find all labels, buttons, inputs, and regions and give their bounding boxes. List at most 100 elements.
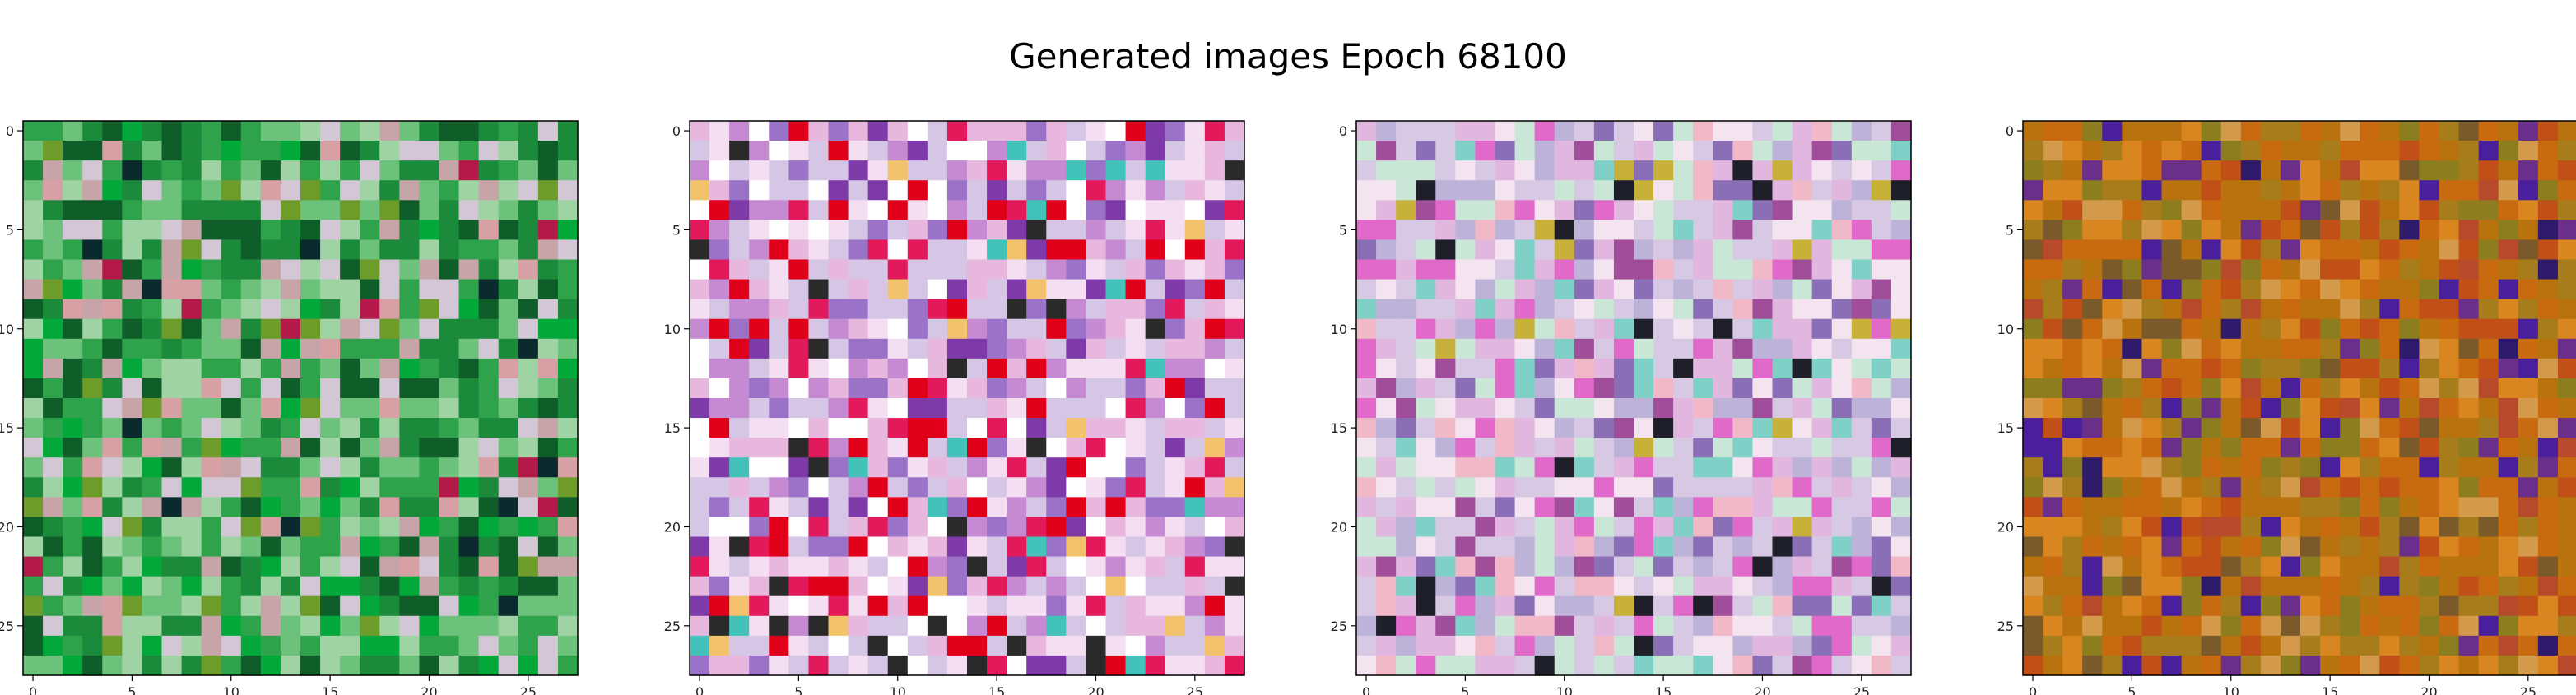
pixel-cell (2122, 596, 2142, 617)
pixel-cell (2459, 537, 2480, 558)
pixel-cell (2300, 319, 2321, 340)
pixel-cell (2023, 418, 2044, 438)
pixel-cell (2538, 398, 2559, 419)
pixel-cell (2102, 280, 2123, 300)
pixel-cell (2419, 557, 2439, 577)
pixel-cell (2320, 220, 2341, 240)
pixel-cell (2479, 616, 2499, 637)
pixel-cell (2538, 497, 2559, 517)
pixel-cell (2241, 438, 2262, 458)
pixel-cell (2162, 596, 2183, 617)
pixel-cell (2518, 378, 2539, 399)
pixel-cell (2082, 398, 2103, 419)
pixel-cell (2300, 616, 2321, 637)
pixel-cell (2399, 457, 2420, 478)
pixel-cell (2202, 160, 2222, 181)
pixel-cell (2399, 378, 2420, 399)
pixel-cell (2300, 121, 2321, 141)
pixel-cell (2499, 220, 2519, 240)
pixel-cell (2459, 596, 2480, 617)
pixel-cell (2281, 280, 2301, 300)
pixel-cell (2439, 280, 2460, 300)
pixel-cell (2379, 200, 2400, 220)
pixel-cell (2459, 418, 2480, 438)
pixel-cell (2439, 477, 2460, 498)
pixel-cell (2379, 438, 2400, 458)
pixel-cell (2202, 457, 2222, 478)
pixel-cell (2340, 616, 2360, 637)
pixel-cell (2122, 398, 2142, 419)
pixel-cell (2261, 557, 2281, 577)
pixel-cell (2518, 596, 2539, 617)
pixel-cell (2221, 319, 2242, 340)
pixel-cell (2141, 656, 2162, 676)
pixel-cell (2062, 141, 2083, 161)
pixel-cell (2162, 141, 2183, 161)
pixel-cell (2141, 200, 2162, 220)
pixel-cell (2162, 616, 2183, 637)
x-tick-label: 5 (2127, 684, 2136, 695)
pixel-cell (2202, 438, 2222, 458)
pixel-cell (2518, 299, 2539, 320)
pixel-cell (2221, 616, 2242, 637)
pixel-cell (2062, 438, 2083, 458)
pixel-cell (2518, 260, 2539, 280)
pixel-cell (2558, 339, 2576, 359)
pixel-cell (2439, 141, 2460, 161)
pixel-cell (2419, 200, 2439, 220)
pixel-cell (2281, 339, 2301, 359)
pixel-cell (2558, 378, 2576, 399)
pixel-cell (2241, 557, 2262, 577)
pixel-cell (2122, 299, 2142, 320)
pixel-cell (2360, 299, 2380, 320)
pixel-cell (2419, 656, 2439, 676)
pixel-cell (2439, 616, 2460, 637)
x-tick-label: 20 (2420, 684, 2437, 695)
pixel-cell (2379, 160, 2400, 181)
pixel-cell (2241, 260, 2262, 280)
pixel-cell (2182, 557, 2202, 577)
pixel-cell (2043, 418, 2063, 438)
pixel-cell (2479, 636, 2499, 656)
pixel-cell (2043, 457, 2063, 478)
pixel-cell (2221, 180, 2242, 201)
pixel-cell (2499, 477, 2519, 498)
pixel-cell (2182, 636, 2202, 656)
pixel-cell (2340, 359, 2360, 379)
pixel-cell (2261, 517, 2281, 537)
pixel-cell (2221, 121, 2242, 141)
pixel-cell (2340, 438, 2360, 458)
pixel-cell (2062, 596, 2083, 617)
pixel-cell (2479, 299, 2499, 320)
pixel-cell (2479, 260, 2499, 280)
pixel-cell (2300, 457, 2321, 478)
pixel-cell (2202, 220, 2222, 240)
pixel-cell (2459, 557, 2480, 577)
pixel-cell (2538, 299, 2559, 320)
pixel-cell (2082, 319, 2103, 340)
pixel-cell (2102, 537, 2123, 558)
pixel-cell (2241, 457, 2262, 478)
pixel-cell (2439, 220, 2460, 240)
pixel-cell (2459, 239, 2480, 260)
pixel-cell (2043, 517, 2063, 537)
pixel-cell (2162, 497, 2183, 517)
pixel-cell (2300, 418, 2321, 438)
pixel-cell (2479, 577, 2499, 597)
pixel-cell (2122, 121, 2142, 141)
pixel-cell (2439, 299, 2460, 320)
pixel-cell (2518, 319, 2539, 340)
pixel-cell (2202, 141, 2222, 161)
pixel-cell (2538, 280, 2559, 300)
pixel-cell (2320, 339, 2341, 359)
pixel-cell (2261, 596, 2281, 617)
pixel-cell (2281, 398, 2301, 419)
pixel-cell (2300, 239, 2321, 260)
pixel-cell (2340, 200, 2360, 220)
pixel-cell (2399, 180, 2420, 201)
pixel-cell (2162, 577, 2183, 597)
pixel-cell (2102, 378, 2123, 399)
pixel-cell (2459, 160, 2480, 181)
pixel-cell (2479, 537, 2499, 558)
pixel-cell (2082, 378, 2103, 399)
